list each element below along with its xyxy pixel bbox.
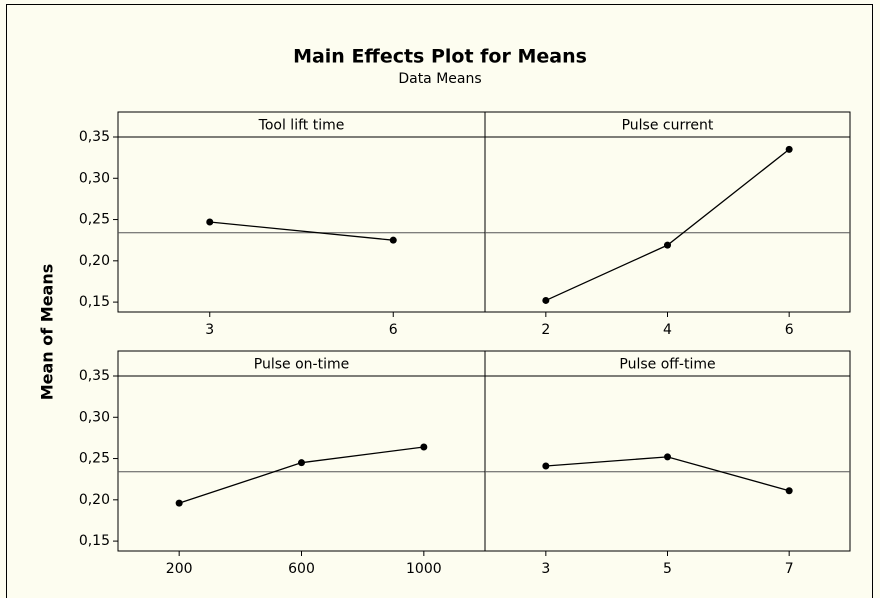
y-tick-label: 0,20: [79, 253, 110, 269]
panel-area: [117, 350, 486, 552]
y-tick-label: 0,20: [79, 492, 110, 508]
point: [389, 236, 397, 244]
x-tick-label: 6: [389, 322, 398, 338]
line: [209, 221, 394, 241]
point: [298, 459, 305, 467]
panel-area: [484, 350, 851, 552]
y-tick-label: 0,35: [79, 129, 110, 145]
point: [785, 145, 793, 153]
point: [664, 241, 671, 249]
point: [175, 499, 183, 507]
point: [542, 462, 550, 470]
panel-title: Pulse off-time: [619, 357, 715, 373]
point: [206, 218, 214, 226]
y-tick-label: 0,25: [79, 451, 110, 467]
y-tick-label: 0,15: [79, 533, 110, 549]
panel-title: Tool lift time: [258, 118, 345, 134]
x-tick-label: 3: [541, 561, 550, 577]
panel-area: [117, 111, 486, 313]
chart-title: Main Effects Plot for Means: [293, 46, 587, 68]
chart-subtitle: Data Means: [398, 71, 481, 87]
x-tick-label: 3: [205, 322, 214, 338]
point: [664, 453, 671, 461]
panel-title: Pulse on-time: [254, 357, 349, 373]
frame: [6, 4, 873, 602]
y-tick-label: 0,30: [79, 170, 110, 186]
x-tick-label: 1000: [406, 561, 442, 577]
x-tick-label: 6: [785, 322, 794, 338]
x-tick-label: 200: [166, 561, 193, 577]
y-tick-label: 0,15: [79, 294, 110, 310]
point: [420, 443, 428, 451]
y-tick-label: 0,30: [79, 409, 110, 425]
point: [785, 487, 793, 495]
point: [542, 296, 550, 304]
panel-area: [484, 111, 851, 313]
y-tick-label: 0,25: [79, 212, 110, 228]
x-tick-label: 7: [785, 561, 794, 577]
panel-title: Pulse current: [622, 118, 714, 134]
y-tick-label: 0,35: [79, 368, 110, 384]
x-tick-label: 4: [663, 322, 672, 338]
y-axis-label: Mean of Means: [38, 264, 57, 401]
x-tick-label: 2: [541, 322, 550, 338]
x-tick-label: 600: [288, 561, 315, 577]
x-tick-label: 5: [663, 561, 672, 577]
